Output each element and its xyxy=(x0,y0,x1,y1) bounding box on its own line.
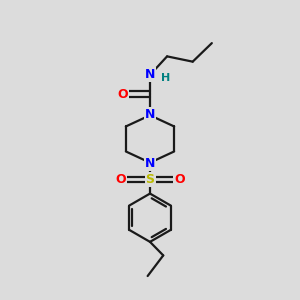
Text: N: N xyxy=(145,108,155,121)
Text: N: N xyxy=(145,68,155,81)
Text: N: N xyxy=(145,157,155,170)
Text: H: H xyxy=(161,74,170,83)
Text: O: O xyxy=(174,173,185,186)
Text: O: O xyxy=(117,88,128,100)
Text: O: O xyxy=(115,173,126,186)
Text: S: S xyxy=(146,173,154,186)
